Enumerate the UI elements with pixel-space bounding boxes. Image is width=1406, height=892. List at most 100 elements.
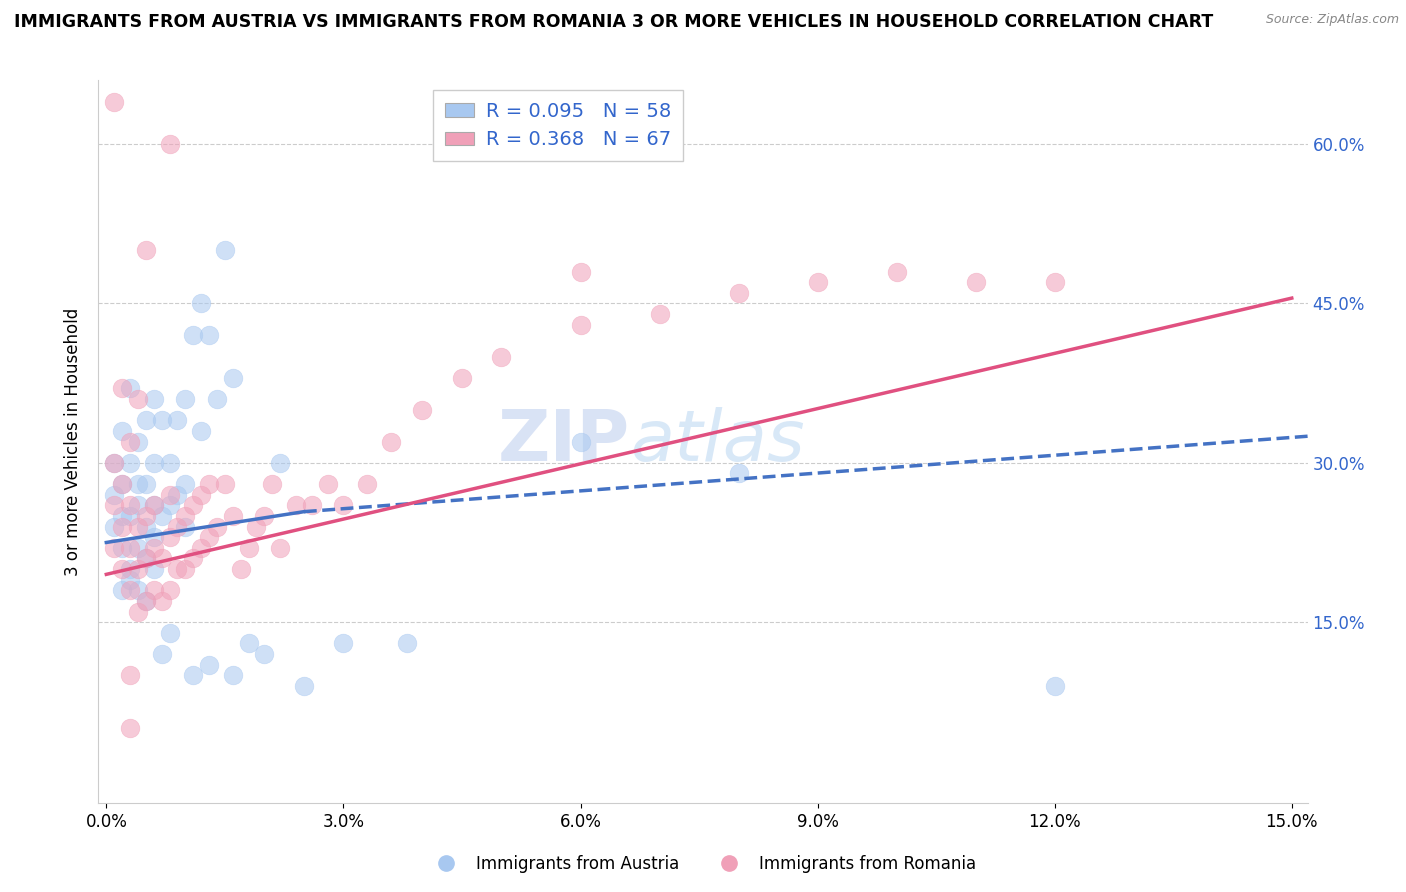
Point: [135, 594, 157, 608]
Point: [285, 498, 308, 512]
Point: [807, 275, 830, 289]
Point: [198, 530, 221, 544]
Point: [118, 456, 141, 470]
Point: [205, 392, 228, 406]
Point: [166, 519, 188, 533]
Point: [111, 381, 134, 395]
Legend: Immigrants from Austria, Immigrants from Romania: Immigrants from Austria, Immigrants from…: [423, 848, 983, 880]
Point: [118, 573, 141, 587]
Point: [965, 275, 987, 289]
Point: [316, 477, 339, 491]
Point: [380, 434, 402, 449]
Point: [166, 562, 188, 576]
Point: [222, 668, 245, 682]
Point: [118, 722, 141, 736]
Point: [118, 583, 141, 598]
Point: [142, 498, 165, 512]
Point: [238, 636, 260, 650]
Point: [159, 625, 181, 640]
Point: [127, 605, 149, 619]
Text: atlas: atlas: [630, 407, 806, 476]
Point: [238, 541, 260, 555]
Text: IMMIGRANTS FROM AUSTRIA VS IMMIGRANTS FROM ROMANIA 3 OR MORE VEHICLES IN HOUSEHO: IMMIGRANTS FROM AUSTRIA VS IMMIGRANTS FR…: [14, 13, 1213, 31]
Point: [150, 594, 173, 608]
Point: [111, 541, 134, 555]
Point: [135, 244, 157, 258]
Point: [727, 285, 749, 300]
Point: [142, 498, 165, 512]
Point: [135, 508, 157, 523]
Point: [727, 467, 749, 481]
Point: [181, 328, 204, 343]
Point: [214, 244, 236, 258]
Point: [190, 296, 212, 310]
Point: [111, 424, 134, 438]
Point: [127, 541, 149, 555]
Point: [135, 477, 157, 491]
Point: [451, 371, 474, 385]
Point: [103, 488, 125, 502]
Point: [181, 668, 204, 682]
Point: [127, 434, 149, 449]
Point: [111, 562, 134, 576]
Point: [159, 456, 181, 470]
Point: [127, 392, 149, 406]
Point: [205, 519, 228, 533]
Point: [253, 508, 276, 523]
Point: [569, 318, 592, 332]
Point: [569, 434, 592, 449]
Point: [292, 679, 315, 693]
Point: [159, 530, 181, 544]
Point: [127, 519, 149, 533]
Point: [118, 381, 141, 395]
Point: [332, 498, 354, 512]
Point: [111, 477, 134, 491]
Point: [118, 508, 141, 523]
Point: [222, 371, 245, 385]
Text: ZIP: ZIP: [498, 407, 630, 476]
Point: [103, 456, 125, 470]
Point: [127, 562, 149, 576]
Point: [198, 477, 221, 491]
Text: Source: ZipAtlas.com: Source: ZipAtlas.com: [1265, 13, 1399, 27]
Point: [245, 519, 267, 533]
Point: [174, 519, 197, 533]
Point: [174, 392, 197, 406]
Point: [159, 136, 181, 151]
Point: [190, 541, 212, 555]
Point: [111, 583, 134, 598]
Point: [301, 498, 323, 512]
Point: [103, 541, 125, 555]
Point: [135, 519, 157, 533]
Point: [118, 541, 141, 555]
Point: [127, 583, 149, 598]
Point: [262, 477, 284, 491]
Point: [150, 647, 173, 661]
Legend: R = 0.095   N = 58, R = 0.368   N = 67: R = 0.095 N = 58, R = 0.368 N = 67: [433, 90, 682, 161]
Point: [142, 562, 165, 576]
Point: [111, 477, 134, 491]
Point: [142, 456, 165, 470]
Point: [181, 551, 204, 566]
Point: [127, 498, 149, 512]
Point: [174, 562, 197, 576]
Point: [222, 508, 245, 523]
Point: [150, 508, 173, 523]
Point: [142, 583, 165, 598]
Point: [150, 413, 173, 427]
Point: [103, 95, 125, 109]
Point: [103, 519, 125, 533]
Point: [648, 307, 671, 321]
Point: [269, 456, 291, 470]
Point: [166, 413, 188, 427]
Point: [159, 488, 181, 502]
Point: [135, 413, 157, 427]
Point: [356, 477, 378, 491]
Point: [142, 541, 165, 555]
Point: [395, 636, 418, 650]
Point: [491, 350, 513, 364]
Point: [174, 508, 197, 523]
Point: [111, 508, 134, 523]
Point: [190, 488, 212, 502]
Point: [190, 424, 212, 438]
